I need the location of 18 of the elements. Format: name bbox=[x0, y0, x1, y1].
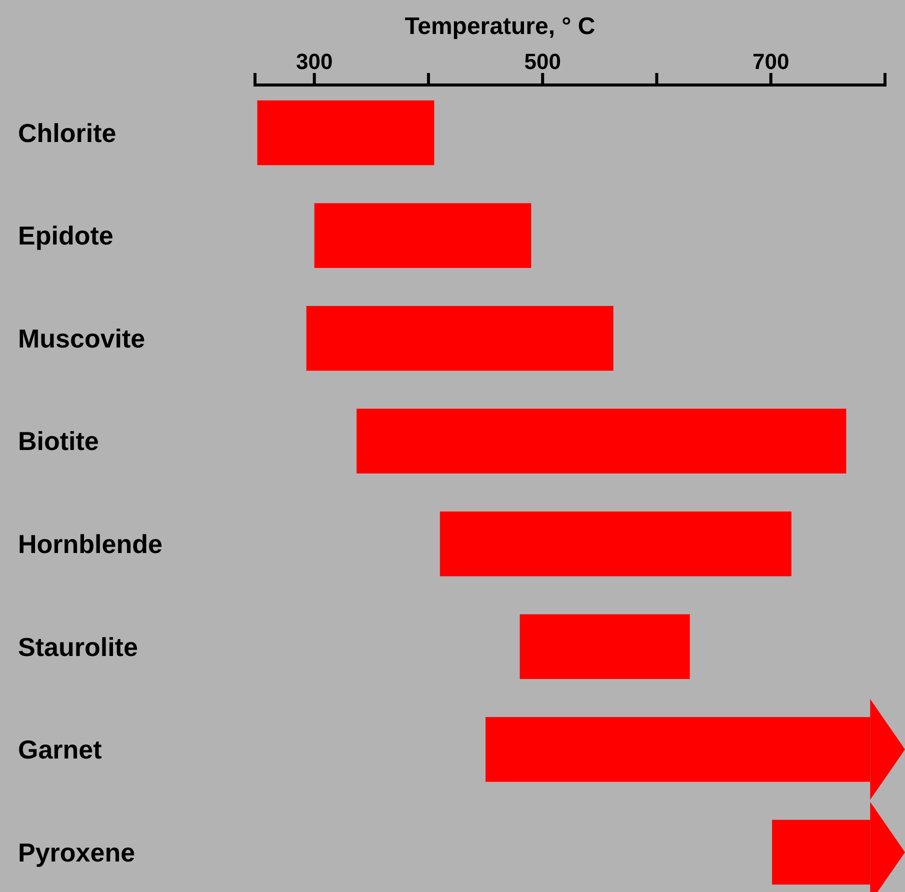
y-tick-label: Pyroxene bbox=[18, 837, 136, 868]
bar bbox=[356, 408, 846, 474]
bar bbox=[314, 203, 532, 268]
x-tick-label: 300 bbox=[296, 49, 333, 74]
y-tick-label: Garnet bbox=[18, 734, 102, 765]
bar bbox=[440, 512, 792, 576]
y-tick-label: Muscovite bbox=[18, 323, 146, 354]
y-tick-label: Staurolite bbox=[18, 632, 138, 662]
x-axis-title: Temperature, ° C bbox=[404, 13, 596, 40]
y-tick-label: Chlorite bbox=[18, 118, 116, 148]
x-tick-label: 500 bbox=[524, 49, 561, 74]
y-tick-label: Hornblende bbox=[18, 528, 162, 559]
y-tick-label: Biotite bbox=[18, 426, 99, 456]
y-tick-label: Epidote bbox=[18, 220, 114, 251]
bar bbox=[520, 614, 690, 680]
x-tick-label: 700 bbox=[752, 49, 790, 74]
bar bbox=[257, 100, 434, 166]
bar bbox=[306, 306, 614, 371]
